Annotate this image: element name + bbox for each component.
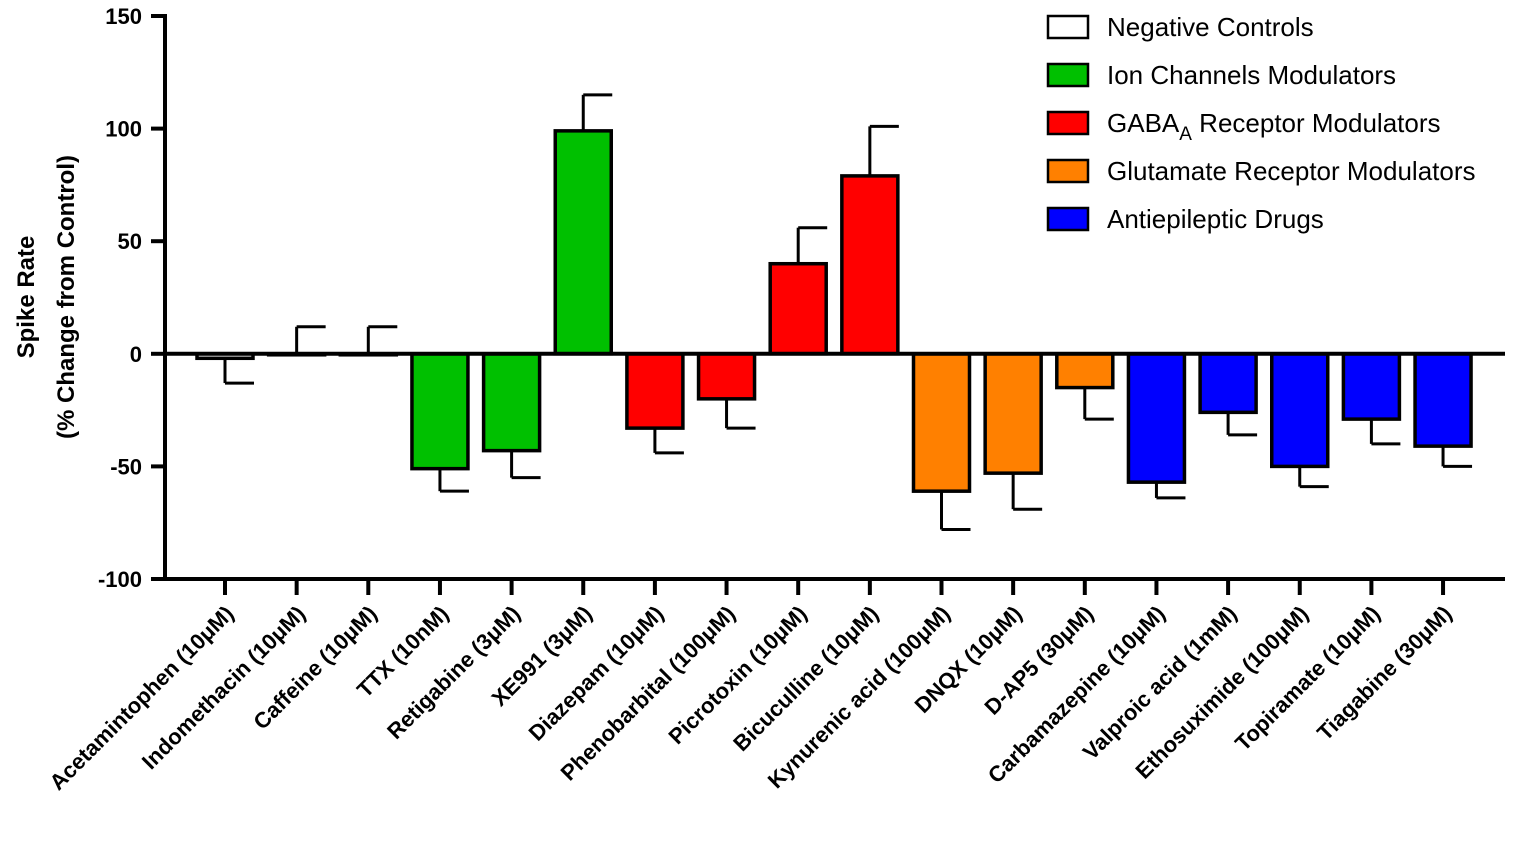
category-label: Retigabine (3μM) [382,601,525,744]
y-tick-label: 0 [130,342,142,367]
legend-label-rest: Receptor Modulators [1192,108,1441,138]
bar [911,352,972,493]
axes [163,14,1505,581]
bar [410,352,470,471]
y-tick-label: -100 [98,567,142,592]
y-tick-label: 150 [105,4,142,29]
legend-swatch [1046,158,1090,184]
y-tick-label: 100 [105,117,142,142]
bar [840,174,900,356]
y-tick-label: -50 [110,454,142,479]
bar [481,352,542,453]
legend-swatch [1046,14,1090,40]
bar [1341,352,1402,421]
legend-label-subscript: A [1179,124,1192,145]
legend-label: Ion Channels Modulators [1107,60,1396,90]
legend-label: Negative Controls [1107,12,1314,42]
bar [1413,352,1473,448]
category-label: Diazepam (10μM) [524,601,669,746]
category-labels: Acetamintophen (10μM)Indomethacin (10μM)… [45,601,1457,795]
legend: Negative Controls Ion Channels Modulators… [1046,12,1476,234]
legend-label: Glutamate Receptor Modulators [1107,156,1476,186]
bar [625,352,685,430]
bar [1270,352,1330,469]
y-axis-ticks: -100 -50 0 50 100 150 [98,4,165,592]
bars [195,129,1473,493]
y-axis-title-line2: (% Change from Control) [53,155,80,439]
bar [553,129,613,356]
y-tick-label: 50 [118,229,142,254]
category-label: Tiagabine (30μM) [1312,601,1456,745]
legend-swatch [1046,62,1090,88]
legend-swatch [1046,110,1090,136]
y-axis-title: Spike Rate (% Change from Control) [13,155,80,439]
bar [1126,352,1187,484]
x-axis-ticks [223,579,1446,595]
bar [1198,352,1258,415]
category-label: Caffeine (10μM) [248,601,382,735]
category-label: Picrotoxin (10μM) [664,601,812,749]
legend-label: GABAA Receptor Modulators [1107,108,1441,145]
y-axis-title-line1: Spike Rate [13,236,40,359]
legend-swatch [1046,206,1090,232]
bar [1055,352,1115,390]
bar [696,352,757,401]
bar [768,261,828,356]
legend-label: Antiepileptic Drugs [1107,204,1324,234]
bar [983,352,1043,475]
legend-label-main: GABA [1107,108,1180,138]
error-bars [223,93,1473,531]
